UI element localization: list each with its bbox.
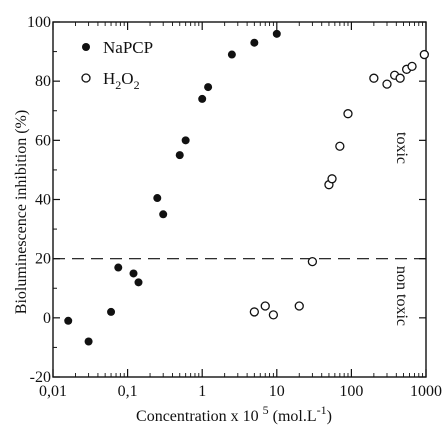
point-h2o2-0: [249, 307, 259, 317]
annotation-non-toxic: non toxic: [393, 266, 410, 326]
y-tick-label-5: 80: [35, 73, 51, 90]
point-h2o2-15: [419, 49, 429, 60]
point-napcp-6: [153, 194, 162, 203]
point-napcp-1: [84, 337, 93, 346]
x-axis-label-unit-sup: -1: [317, 403, 327, 417]
legend-h2o2-base: H: [103, 69, 115, 88]
x-axis-label-main: Concentration x 10: [136, 408, 259, 425]
point-h2o2-7: [335, 141, 345, 151]
y-axis-label: Bioluminescence inhibition (%): [13, 110, 30, 314]
legend-label-napcp: NaPCP: [103, 38, 153, 57]
legend: NaPCP H2O2: [81, 38, 153, 92]
x-tick-label-0: 0,01: [39, 383, 67, 400]
point-h2o2-6: [327, 174, 337, 184]
point-napcp-14: [272, 29, 281, 38]
point-napcp-7: [159, 210, 168, 219]
point-napcp-13: [250, 38, 259, 47]
point-napcp-12: [227, 50, 236, 59]
legend-h2o2-sub: 2: [115, 78, 121, 92]
x-tick-label-2: 1: [198, 383, 206, 400]
legend-h2o2-tail: O: [121, 69, 133, 88]
x-axis-label-end: ): [327, 408, 332, 425]
point-napcp-0: [64, 316, 73, 325]
x-tick-label-1: 0,1: [118, 383, 138, 400]
point-h2o2-8: [343, 109, 353, 119]
legend-label-h2o2: H2O2: [103, 69, 140, 92]
point-h2o2-12: [395, 73, 405, 83]
legend-h2o2-sub2: 2: [134, 78, 140, 92]
series-h2o2: [249, 49, 429, 320]
x-tick-label-5: 1000: [410, 383, 442, 400]
x-axis-label: Concentration x 10 5 (mol.L-1): [136, 403, 332, 425]
point-napcp-9: [181, 136, 190, 145]
legend-marker-napcp: [82, 43, 90, 51]
point-napcp-5: [134, 278, 143, 287]
x-axis-label-sup: 5: [263, 403, 269, 417]
point-napcp-11: [204, 83, 213, 92]
tick-layer: -20 0 20 40 60 80 100 0,01 0,1 1 10 100 1000: [27, 14, 442, 400]
point-napcp-4: [129, 269, 138, 278]
y-tick-label-6: 100: [27, 14, 51, 31]
point-napcp-3: [114, 263, 123, 272]
x-axis-label-unit: (mol.L: [269, 408, 317, 425]
x-tick-label-4: 100: [339, 383, 363, 400]
point-napcp-8: [175, 151, 184, 160]
series-napcp: [64, 29, 281, 346]
x-tick-label-3: 10: [269, 383, 285, 400]
point-h2o2-4: [307, 256, 318, 267]
point-napcp-2: [107, 307, 116, 316]
point-h2o2-10: [382, 79, 392, 89]
y-tick-label-0: -20: [30, 369, 51, 386]
point-napcp-10: [198, 94, 207, 103]
point-h2o2-14: [407, 61, 417, 72]
point-h2o2-3: [294, 301, 304, 311]
y-tick-label-3: 40: [35, 192, 51, 209]
point-h2o2-1: [260, 301, 270, 311]
y-tick-label-1: 0: [43, 310, 51, 327]
point-h2o2-9: [369, 73, 379, 83]
y-tick-label-2: 20: [35, 251, 51, 268]
annotation-toxic: toxic: [393, 132, 410, 164]
legend-marker-h2o2: [81, 73, 91, 83]
data-points: [64, 29, 429, 346]
y-tick-label-4: 60: [35, 132, 51, 149]
point-h2o2-2: [268, 310, 279, 320]
